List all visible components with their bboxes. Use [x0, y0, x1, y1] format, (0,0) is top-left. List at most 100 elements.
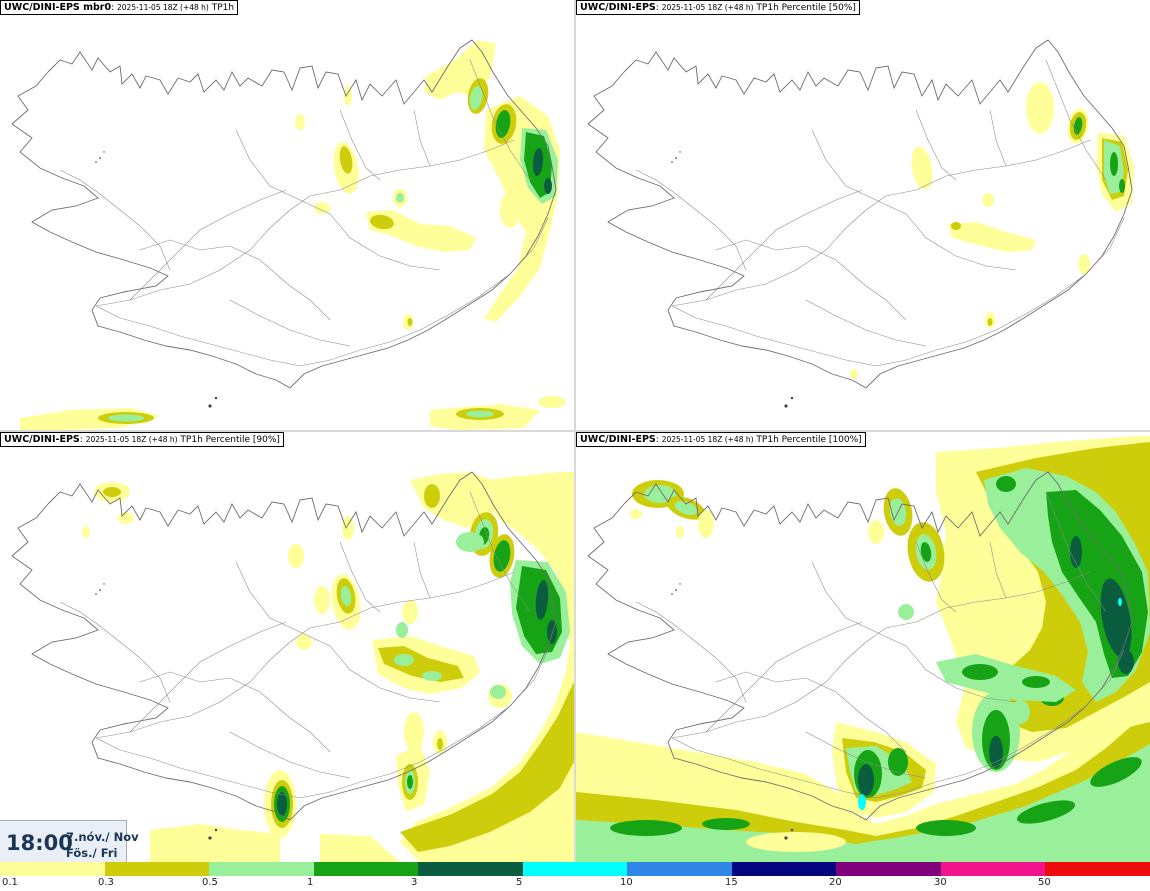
precip-area [1100, 578, 1132, 658]
precip-area [407, 318, 413, 326]
panel-title: UWC/DINI-EPS: 2025-11-05 18Z (+48 h) TP1… [0, 432, 284, 447]
precip-map-p90 [11, 471, 574, 862]
precip-area [1090, 757, 1142, 787]
map-panel-p90: UWC/DINI-EPS: 2025-11-05 18Z (+48 h) TP1… [0, 432, 574, 862]
scale-label: 10 [620, 877, 633, 888]
precip-area [277, 792, 287, 816]
scale-label: 1 [307, 877, 314, 888]
precip-area [320, 834, 400, 862]
road-line [635, 601, 747, 703]
precip-area [1110, 152, 1118, 176]
forecast-time: 2025-11-05 18Z (+48 h) [85, 435, 178, 444]
island-dot [784, 836, 788, 840]
island-dot [99, 589, 101, 591]
precip-area [576, 744, 1150, 862]
island-dot [675, 589, 677, 591]
road-line [469, 59, 531, 181]
precip-area [982, 193, 994, 207]
scale-label: 5 [516, 877, 523, 888]
road-line [95, 139, 515, 307]
road-line [811, 129, 1017, 271]
road-line [59, 169, 171, 271]
island-dot [103, 583, 105, 585]
island-dot [103, 151, 105, 153]
precip-area [118, 512, 134, 524]
precip-area [1118, 598, 1122, 606]
precip-area [898, 604, 914, 620]
island-dot [208, 836, 212, 840]
road-line [235, 129, 441, 271]
panel-title: UWC/DINI-EPS mbr0: 2025-11-05 18Z (+48 h… [0, 0, 239, 15]
valid-time-box: 18:00 7.nóv./ Nov Fös./ Fri [0, 820, 139, 862]
precip-area [469, 86, 483, 110]
scale-label: 0.3 [98, 877, 114, 888]
precip-area [314, 202, 330, 214]
scale-label: 30 [934, 877, 947, 888]
precip-map-member0 [11, 39, 566, 430]
precip-area [610, 820, 682, 836]
field-name: TP1h Percentile [50%] [756, 3, 856, 13]
precip-area [150, 824, 280, 862]
road-line [671, 217, 1125, 367]
island-dot [214, 396, 218, 400]
model-name: UWC/DINI-EPS [580, 2, 656, 13]
island-dot [95, 593, 97, 595]
precip-area [288, 544, 304, 568]
precip-area [951, 222, 961, 230]
precip-area [437, 738, 443, 750]
precip-area [630, 509, 642, 519]
precip-area [404, 712, 424, 752]
road-line [1045, 491, 1107, 613]
forecast-time: 2025-11-05 18Z (+48 h) [661, 3, 754, 12]
precip-area [920, 542, 932, 562]
precip-area [407, 775, 413, 789]
precip-map-p100 [576, 436, 1150, 862]
precip-area [535, 580, 549, 620]
scale-swatch [627, 862, 732, 876]
road-line [413, 541, 431, 599]
road-line [413, 109, 431, 167]
scale-swatch [731, 862, 837, 876]
scale-label: 15 [725, 877, 738, 888]
precip-area [1016, 800, 1076, 824]
precip-area [366, 210, 476, 252]
precip-area [422, 671, 442, 681]
precip-area [295, 114, 305, 130]
scale-swatch [940, 862, 1046, 876]
road-line [671, 649, 1125, 799]
iceland-coastline [11, 39, 557, 389]
road-line [805, 299, 927, 347]
precip-area [1010, 700, 1030, 724]
scale-swatch [0, 862, 105, 876]
road-line [469, 491, 531, 613]
scale-swatch [209, 862, 314, 876]
precip-area [858, 764, 874, 796]
road-line [235, 561, 441, 703]
precip-area [342, 516, 354, 540]
precip-area [344, 86, 352, 106]
precip-area [339, 146, 353, 174]
panel-divider [0, 430, 1150, 432]
precip-area [466, 410, 494, 418]
road-line [229, 731, 351, 779]
road-line [671, 571, 1091, 739]
precip-area [868, 520, 884, 544]
model-name: UWC/DINI-EPS [4, 434, 80, 445]
scale-label: 20 [829, 877, 842, 888]
precip-area [532, 148, 544, 176]
precip-area [1070, 536, 1082, 568]
precip-area [698, 510, 714, 538]
precip-scale-labels: 0.1 0.3 0.5 1 3 5 10 15 20 30 50 [0, 877, 1150, 891]
scale-swatch [836, 862, 941, 876]
precip-area [916, 820, 976, 836]
precip-area [490, 685, 506, 699]
precip-area [676, 526, 684, 538]
road-line [915, 541, 957, 613]
precip-area [495, 110, 511, 138]
road-line [95, 217, 549, 367]
island-dot [99, 157, 101, 159]
precip-area [103, 487, 121, 497]
iceland-coastline [587, 471, 1133, 821]
precip-color-scale [0, 862, 1150, 876]
scale-label: 50 [1038, 877, 1051, 888]
